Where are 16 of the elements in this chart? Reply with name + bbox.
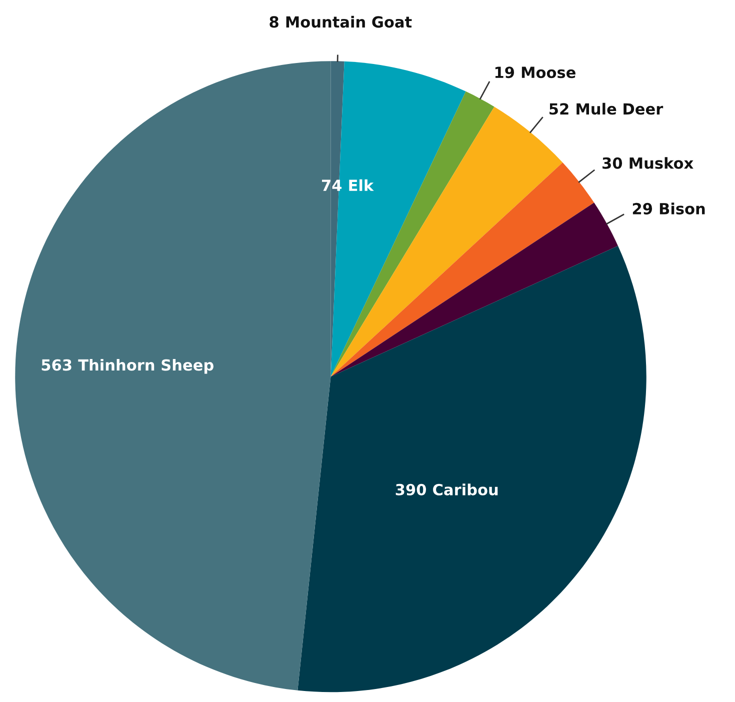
data-label: 29 [632, 202, 652, 214]
data-label: 8 [270, 16, 278, 28]
data-label: 52 [550, 103, 568, 115]
slice-label: Muskox [630, 157, 694, 169]
slice-label: Thinhorn Sheep [78, 358, 214, 374]
slice-label: Elk [349, 179, 374, 191]
slice-label: Mountain Goat [286, 16, 412, 28]
data-label: 74 [322, 180, 342, 191]
slice-label: Mule Deer [576, 102, 664, 115]
slice-label: Moose [522, 66, 576, 78]
data-label: 19 [495, 66, 514, 78]
data-label: 390 [396, 484, 426, 496]
slice-label: Bison [660, 202, 705, 214]
data-label: 30 [602, 157, 622, 169]
slice-label: Caribou [433, 484, 498, 496]
data-label: 563 [42, 359, 72, 371]
